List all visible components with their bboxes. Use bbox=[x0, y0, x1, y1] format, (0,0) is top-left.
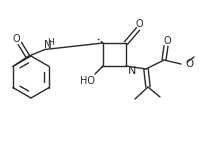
Text: N: N bbox=[44, 40, 52, 50]
Text: O: O bbox=[185, 59, 193, 69]
Text: O: O bbox=[163, 36, 171, 46]
Text: O: O bbox=[135, 19, 143, 29]
Text: N: N bbox=[128, 66, 136, 76]
Text: HO: HO bbox=[81, 76, 96, 86]
Text: H: H bbox=[47, 38, 54, 47]
Text: O: O bbox=[12, 34, 20, 44]
